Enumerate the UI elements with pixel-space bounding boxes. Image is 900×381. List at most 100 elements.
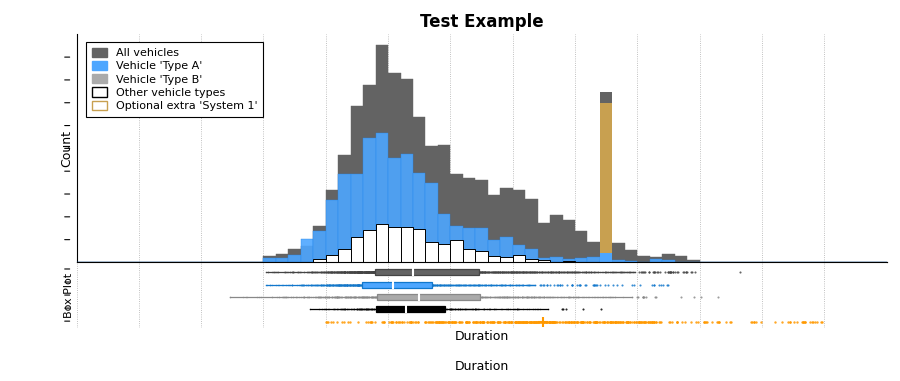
Point — [427, 269, 441, 275]
Point — [481, 269, 495, 275]
Point — [415, 306, 429, 312]
Point — [462, 294, 476, 300]
Point — [331, 306, 346, 312]
Point — [436, 269, 450, 275]
Point — [403, 319, 418, 325]
Point — [351, 282, 365, 288]
Point — [591, 294, 606, 300]
Point — [441, 282, 455, 288]
Point — [372, 269, 386, 275]
Point — [543, 294, 557, 300]
Point — [494, 269, 508, 275]
Point — [340, 282, 355, 288]
Point — [356, 282, 371, 288]
Point — [495, 282, 509, 288]
Point — [544, 269, 559, 275]
Point — [361, 282, 375, 288]
Point — [358, 269, 373, 275]
Point — [397, 269, 411, 275]
Point — [424, 294, 438, 300]
Point — [385, 269, 400, 275]
Point — [322, 269, 337, 275]
Point — [430, 282, 445, 288]
Point — [400, 282, 414, 288]
Point — [320, 269, 334, 275]
Point — [390, 282, 404, 288]
Point — [624, 269, 638, 275]
Point — [420, 269, 435, 275]
Point — [453, 294, 467, 300]
Point — [320, 282, 334, 288]
Point — [437, 269, 452, 275]
Point — [439, 282, 454, 288]
Point — [365, 282, 380, 288]
Point — [472, 269, 487, 275]
Point — [403, 269, 418, 275]
Point — [487, 294, 501, 300]
Point — [386, 294, 400, 300]
Point — [642, 269, 656, 275]
Point — [422, 282, 436, 288]
Point — [364, 282, 378, 288]
Point — [439, 294, 454, 300]
Point — [358, 282, 373, 288]
Point — [476, 282, 491, 288]
Point — [389, 282, 403, 288]
Point — [404, 269, 419, 275]
Point — [465, 319, 480, 325]
Point — [389, 282, 403, 288]
Point — [432, 269, 446, 275]
Point — [554, 294, 569, 300]
Point — [426, 282, 440, 288]
Point — [504, 269, 518, 275]
Point — [405, 294, 419, 300]
Point — [360, 306, 374, 312]
Point — [343, 282, 357, 288]
Point — [366, 269, 381, 275]
Point — [472, 269, 486, 275]
Point — [544, 269, 559, 275]
Point — [403, 269, 418, 275]
Point — [391, 282, 405, 288]
Point — [266, 269, 281, 275]
Point — [525, 294, 539, 300]
Point — [412, 269, 427, 275]
Point — [388, 269, 402, 275]
Point — [350, 282, 365, 288]
Point — [358, 294, 373, 300]
Point — [374, 306, 389, 312]
Bar — [301, 246, 313, 263]
Point — [562, 294, 576, 300]
Point — [636, 294, 651, 300]
Point — [372, 269, 386, 275]
Point — [422, 269, 436, 275]
Point — [487, 269, 501, 275]
Point — [444, 282, 458, 288]
Point — [348, 294, 363, 300]
Point — [438, 269, 453, 275]
Point — [368, 294, 382, 300]
Point — [602, 269, 616, 275]
Point — [374, 269, 389, 275]
Point — [326, 282, 340, 288]
Point — [464, 269, 479, 275]
Point — [318, 282, 332, 288]
Point — [527, 319, 542, 325]
Point — [418, 282, 432, 288]
Point — [635, 319, 650, 325]
Point — [518, 319, 533, 325]
Point — [431, 282, 446, 288]
Point — [358, 306, 373, 312]
Point — [663, 269, 678, 275]
Point — [461, 269, 475, 275]
Point — [428, 294, 443, 300]
Point — [554, 269, 569, 275]
Point — [400, 282, 415, 288]
Point — [390, 282, 404, 288]
Point — [329, 269, 344, 275]
Point — [252, 294, 266, 300]
Point — [428, 282, 442, 288]
Point — [420, 282, 435, 288]
Point — [456, 269, 471, 275]
Point — [661, 269, 675, 275]
